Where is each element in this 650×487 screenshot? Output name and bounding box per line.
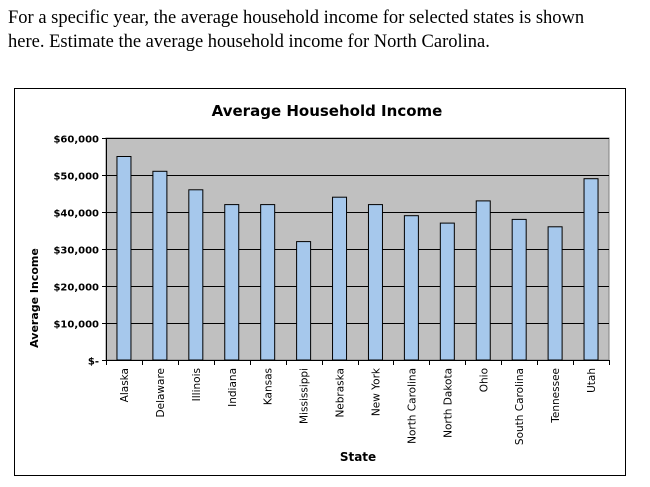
- x-tick-label: Kansas: [263, 368, 275, 405]
- chart-title: Average Household Income: [212, 102, 443, 120]
- x-tick-label: North Carolina: [406, 368, 418, 444]
- y-tick-label: $60,000: [53, 135, 99, 146]
- bar: [511, 218, 527, 361]
- bar: [224, 204, 240, 361]
- x-tick-label: Alaska: [119, 368, 131, 402]
- x-tick-label: New York: [370, 367, 382, 416]
- bar: [367, 204, 383, 361]
- x-tick-label: Tennessee: [550, 368, 562, 424]
- x-tick-label: Ohio: [478, 368, 490, 392]
- bar: [403, 215, 419, 361]
- bar: [475, 200, 491, 361]
- x-tick-label: Delaware: [155, 368, 167, 417]
- x-tick-label: Indiana: [227, 368, 239, 407]
- x-axis-label: State: [340, 450, 376, 464]
- bar: [188, 189, 204, 361]
- bar: [116, 156, 132, 361]
- y-tick-label: $50,000: [53, 172, 99, 183]
- y-tick-label: $40,000: [53, 209, 99, 220]
- y-tick-label: $-: [88, 357, 99, 368]
- x-tick-label: South Carolina: [514, 368, 526, 445]
- question-text: For a specific year, the average househo…: [8, 6, 644, 54]
- y-tick-label: $20,000: [53, 283, 99, 294]
- y-tick-label: $30,000: [53, 246, 99, 257]
- x-tick-label: Utah: [586, 368, 598, 393]
- bar: [439, 222, 455, 361]
- income-bar-chart: Average Household Income $- $10,000 $20,00…: [28, 102, 610, 464]
- x-tick-label: North Dakota: [442, 368, 454, 438]
- x-tick-label: Nebraska: [335, 368, 347, 418]
- question-line-1: For a specific year, the average househo…: [8, 8, 585, 28]
- bar: [583, 178, 599, 361]
- bar: [332, 196, 348, 361]
- bar: [152, 170, 168, 361]
- bar: [296, 241, 312, 361]
- x-tick-label: Illinois: [191, 368, 203, 401]
- bar: [260, 204, 276, 361]
- question-line-2: here. Estimate the average household inc…: [8, 32, 490, 52]
- y-tick-label: $10,000: [53, 320, 99, 331]
- chart-frame: Average Household Income $- $10,000 $20,00…: [14, 88, 626, 476]
- bar: [547, 226, 563, 361]
- x-tick-label: Mississippi: [299, 368, 311, 424]
- y-axis-label: Average Income: [28, 248, 41, 348]
